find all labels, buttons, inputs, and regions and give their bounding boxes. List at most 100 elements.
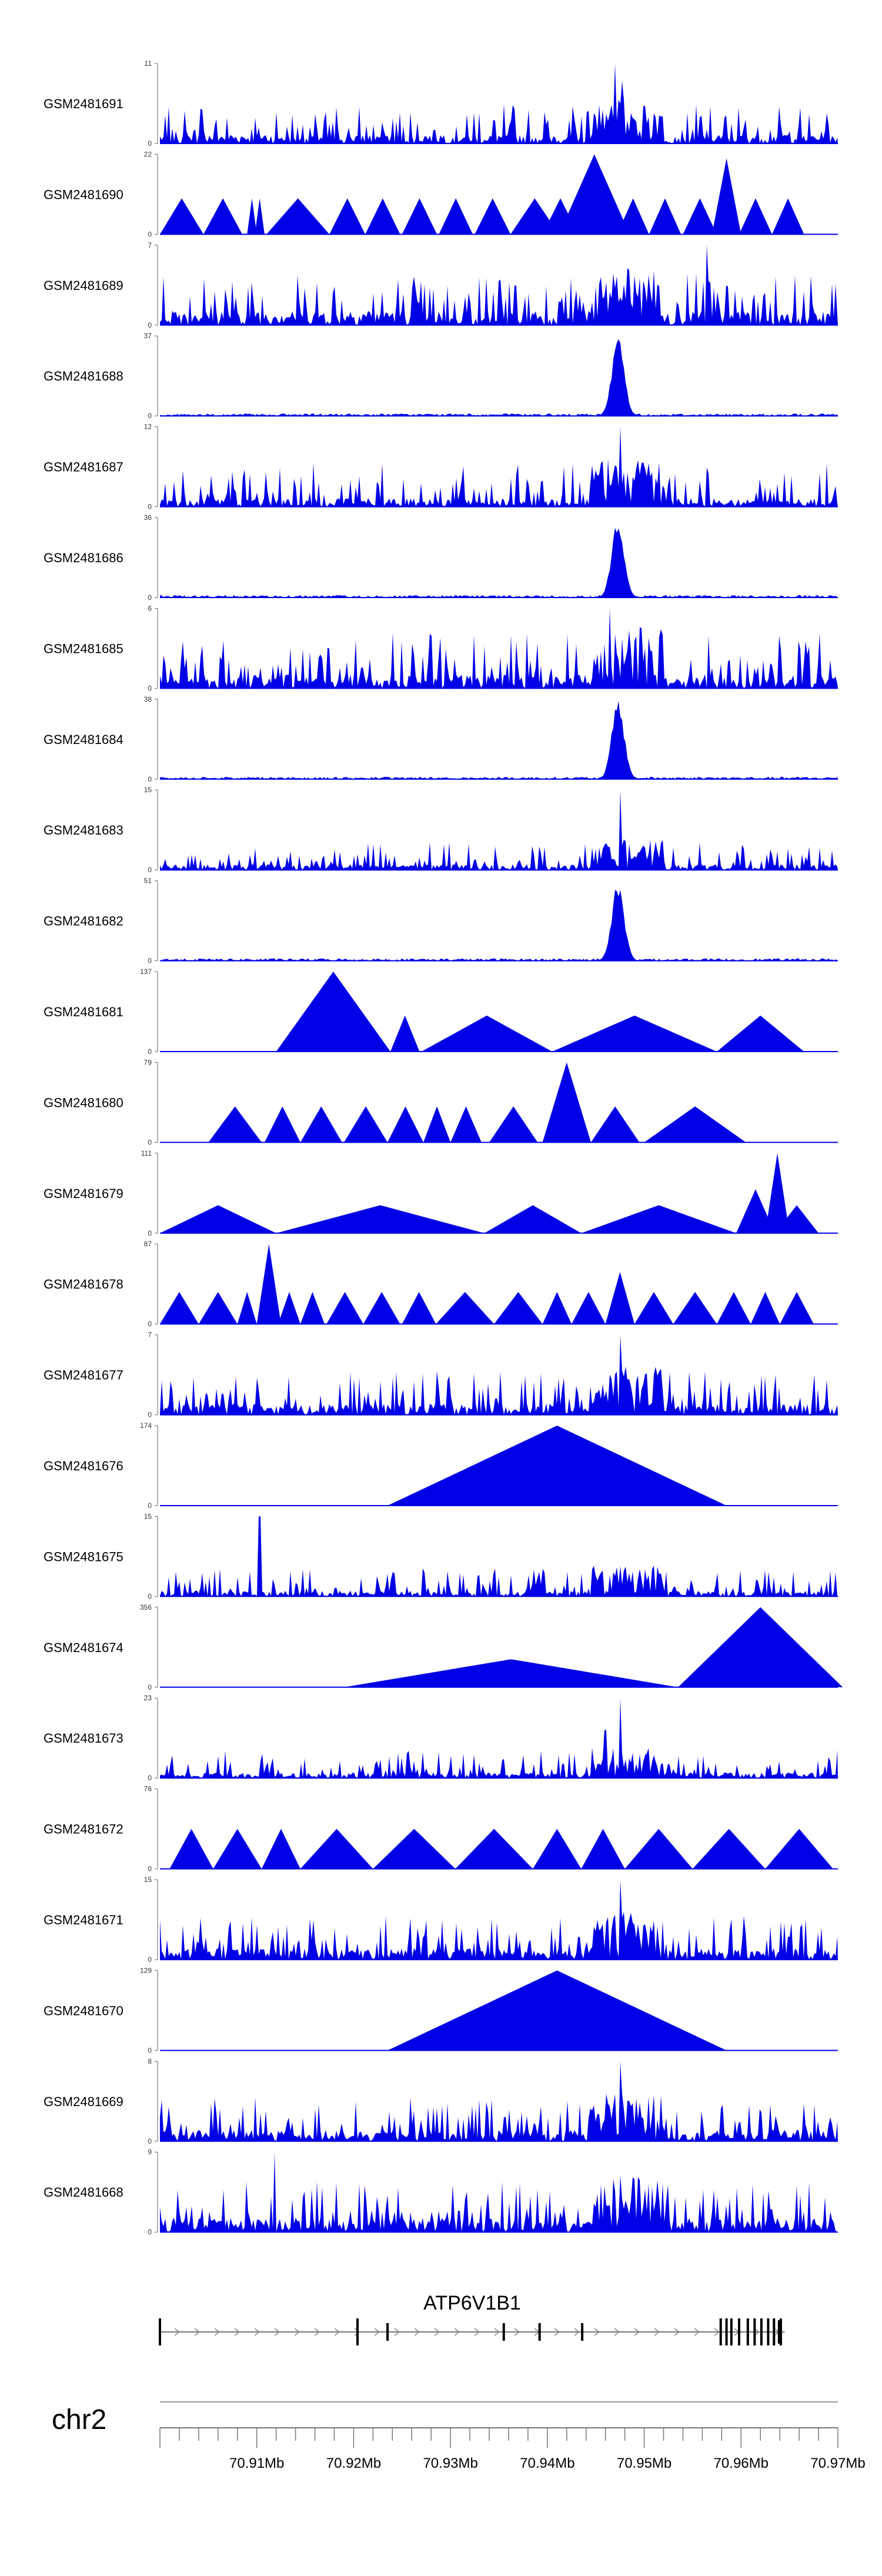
track-name: GSM2481671 [44, 1913, 123, 1927]
strand-arrow [254, 2328, 260, 2336]
coverage-triangle [774, 1205, 819, 1233]
strand-arrow [454, 2328, 460, 2336]
track-GSM2481675: GSM2481675 15 0 [44, 1512, 838, 1600]
coverage-triangle [160, 1205, 276, 1233]
exon-block [773, 2318, 776, 2345]
y-min-label: 0 [148, 593, 152, 602]
coverage-triangle [365, 198, 400, 235]
strand-arrow [294, 2328, 300, 2336]
coverage-area [160, 1880, 838, 1960]
track-name: GSM2481678 [44, 1277, 123, 1292]
y-max-label: 12 [144, 423, 152, 431]
track-GSM2481678: GSM2481678 87 0 [44, 1240, 838, 1328]
track-GSM2481682: GSM2481682 51 0 [44, 877, 838, 965]
coverage-area [160, 608, 838, 689]
coverage-triangle [300, 1828, 373, 1869]
track-name: GSM2481676 [44, 1459, 123, 1473]
coverage-triangle [683, 198, 717, 235]
coverage-triangle [169, 1828, 213, 1869]
track-name: GSM2481674 [44, 1640, 123, 1655]
exon-block [767, 2318, 770, 2345]
track-GSM2481673: GSM2481673 23 0 [44, 1694, 838, 1782]
y-max-label: 15 [144, 1876, 152, 1884]
exon-block [356, 2318, 359, 2345]
coverage-triangle [673, 1292, 717, 1324]
coverage-area [160, 245, 838, 325]
coverage-triangle [605, 1272, 635, 1324]
coverage-triangle [436, 1292, 495, 1324]
strand-arrow [694, 2328, 700, 2336]
coverage-triangle [387, 1970, 727, 2051]
strand-arrow [554, 2328, 560, 2336]
y-max-label: 6 [148, 604, 152, 612]
track-GSM2481686: GSM2481686 36 0 [44, 513, 838, 602]
y-max-label: 76 [144, 1785, 152, 1793]
strand-arrow [614, 2328, 620, 2336]
y-min-label: 0 [148, 1865, 152, 1873]
genome-axis: 70.91Mb 70.92Mb 70.93Mb 70.94Mb 70.95Mb 70.96… [159, 2427, 866, 2471]
y-min-label: 0 [148, 1138, 152, 1146]
coverage-area [160, 790, 838, 870]
coverage-triangle [739, 198, 772, 235]
gene-label: ATP6V1B1 [423, 2292, 521, 2314]
track-GSM2481687: GSM2481687 12 0 [44, 423, 838, 511]
coverage-tracks: GSM2481691110GSM2481690220GSM248168970GS… [44, 59, 843, 2236]
coverage-triangle [450, 1106, 482, 1143]
coverage-area [160, 1516, 838, 1597]
coverage-triangle [264, 1106, 300, 1143]
axis-tick-label: 70.92Mb [326, 2455, 381, 2471]
coverage-triangle [717, 1015, 804, 1052]
coverage-area [160, 701, 838, 779]
axis-tick-label: 70.91Mb [229, 2455, 284, 2471]
coverage-triangle [300, 1292, 325, 1324]
coverage-triangle [542, 1292, 572, 1324]
coverage-triangle [160, 198, 204, 235]
y-max-label: 8 [148, 2057, 152, 2066]
chromosome-track: chr2 [52, 2401, 838, 2435]
exon-block [159, 2318, 161, 2345]
strand-arrow [514, 2328, 520, 2336]
y-min-label: 0 [148, 230, 152, 238]
track-name: GSM2481677 [44, 1368, 123, 1383]
exon-block [760, 2318, 763, 2345]
track-name: GSM2481681 [44, 1005, 123, 1019]
coverage-triangle [276, 1205, 485, 1233]
y-min-label: 0 [148, 684, 152, 692]
coverage-triangle [387, 1426, 727, 1506]
strand-arrow [354, 2328, 360, 2336]
coverage-triangle [624, 1828, 693, 1869]
axis-tick-label: 70.94Mb [520, 2455, 574, 2471]
y-min-label: 0 [148, 957, 152, 965]
track-GSM2481680: GSM2481680 79 0 [44, 1058, 838, 1146]
coverage-triangle [363, 1292, 400, 1324]
coverage-triangle [255, 198, 265, 235]
coverage-triangle [390, 1015, 420, 1052]
coverage-triangle [649, 198, 681, 235]
y-min-label: 0 [148, 1592, 152, 1600]
y-max-label: 356 [140, 1603, 152, 1611]
coverage-triangle [203, 198, 243, 235]
coverage-triangle [326, 1292, 363, 1324]
coverage-triangle [552, 1015, 717, 1052]
strand-arrow [574, 2328, 580, 2336]
strand-arrow [434, 2328, 440, 2336]
coverage-triangle [711, 158, 741, 235]
y-max-label: 11 [145, 59, 152, 68]
y-min-label: 0 [148, 2046, 152, 2054]
track-name: GSM2481689 [44, 278, 123, 293]
track-name: GSM2481673 [44, 1731, 123, 1746]
coverage-triangle [644, 1106, 746, 1143]
track-GSM2481688: GSM2481688 37 0 [44, 332, 838, 420]
coverage-triangle [276, 972, 391, 1052]
y-min-label: 0 [148, 139, 152, 148]
coverage-triangle [198, 1292, 238, 1324]
y-max-label: 37 [144, 332, 152, 340]
track-GSM2481684: GSM2481684 38 0 [44, 695, 838, 783]
y-max-label: 23 [144, 1694, 152, 1702]
coverage-triangle [678, 1607, 843, 1687]
coverage-triangle [533, 1828, 582, 1869]
track-GSM2481683: GSM2481683 15 0 [44, 786, 838, 874]
coverage-triangle [402, 1292, 436, 1324]
y-max-label: 87 [144, 1240, 152, 1248]
coverage-area [160, 528, 838, 598]
